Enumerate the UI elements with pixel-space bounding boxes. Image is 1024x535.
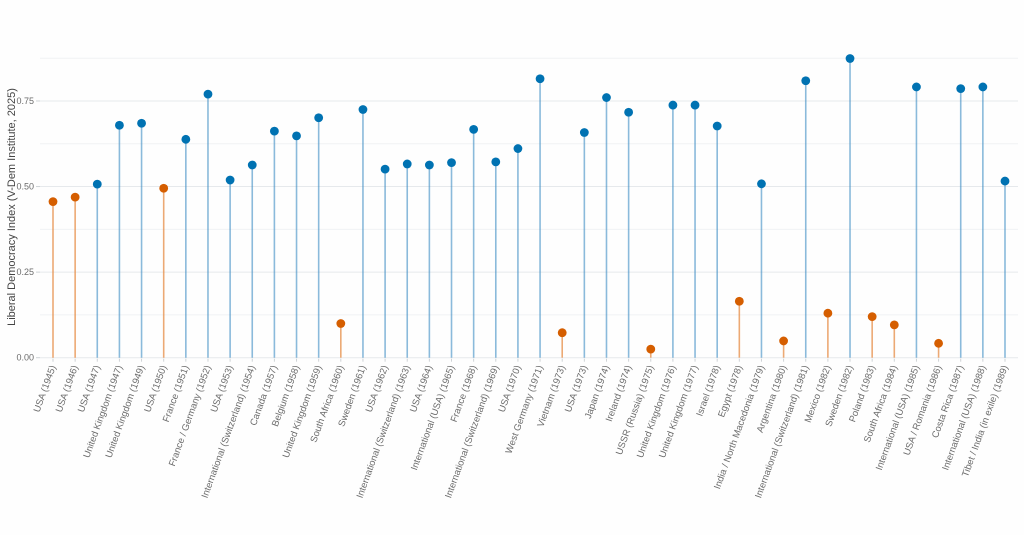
data-point bbox=[1000, 176, 1010, 186]
data-point bbox=[823, 308, 833, 318]
data-point bbox=[336, 319, 346, 328]
data-point bbox=[380, 164, 390, 174]
data-point bbox=[424, 160, 434, 170]
data-point bbox=[934, 338, 943, 348]
data-point bbox=[867, 312, 877, 322]
data-point bbox=[115, 120, 124, 130]
data-point bbox=[513, 144, 523, 153]
y-tick-label: 0.75 bbox=[16, 96, 34, 106]
data-point bbox=[668, 100, 678, 110]
data-point bbox=[757, 179, 766, 189]
data-point bbox=[801, 76, 811, 86]
y-tick-label: 0.25 bbox=[16, 267, 34, 277]
data-point bbox=[712, 121, 722, 131]
data-point bbox=[447, 158, 456, 167]
data-point bbox=[70, 192, 80, 202]
gridlines bbox=[40, 57, 1018, 359]
data-point bbox=[159, 183, 169, 193]
data-point bbox=[602, 93, 611, 102]
data-point bbox=[491, 157, 501, 167]
data-point bbox=[779, 336, 789, 346]
x-axis: USA (1945)USA (1946)USA (1947)United Kin… bbox=[32, 358, 1011, 500]
data-point bbox=[269, 126, 279, 136]
y-tick-label: 0.50 bbox=[16, 182, 34, 192]
data-point bbox=[469, 124, 479, 134]
data-point bbox=[247, 160, 257, 170]
data-point bbox=[579, 128, 589, 137]
data-point bbox=[624, 107, 634, 117]
data-point bbox=[912, 82, 921, 92]
data-point bbox=[358, 105, 368, 114]
data-point bbox=[646, 344, 656, 354]
data-point bbox=[535, 74, 545, 84]
data-point bbox=[181, 134, 191, 144]
data-point bbox=[203, 89, 213, 99]
data-point bbox=[845, 54, 855, 63]
data-point bbox=[690, 100, 700, 110]
data-point bbox=[225, 175, 235, 185]
data-point bbox=[734, 296, 744, 306]
data-point bbox=[292, 131, 301, 141]
y-axis-title: Liberal Democracy Index (V-Dem Institute… bbox=[6, 88, 18, 326]
data-point bbox=[92, 179, 102, 189]
data-point bbox=[956, 84, 966, 94]
data-point bbox=[314, 113, 324, 123]
y-tick-label: 0.00 bbox=[16, 353, 34, 363]
data-point bbox=[978, 82, 988, 92]
y-axis: 0.00 0.25 0.50 0.75 bbox=[16, 96, 40, 363]
data-point bbox=[557, 328, 567, 338]
data-point bbox=[402, 159, 412, 169]
lollipop-points bbox=[48, 54, 1010, 354]
data-point bbox=[889, 320, 899, 330]
data-point bbox=[137, 118, 146, 128]
lollipop-stems bbox=[52, 58, 1006, 358]
data-point bbox=[48, 197, 58, 207]
